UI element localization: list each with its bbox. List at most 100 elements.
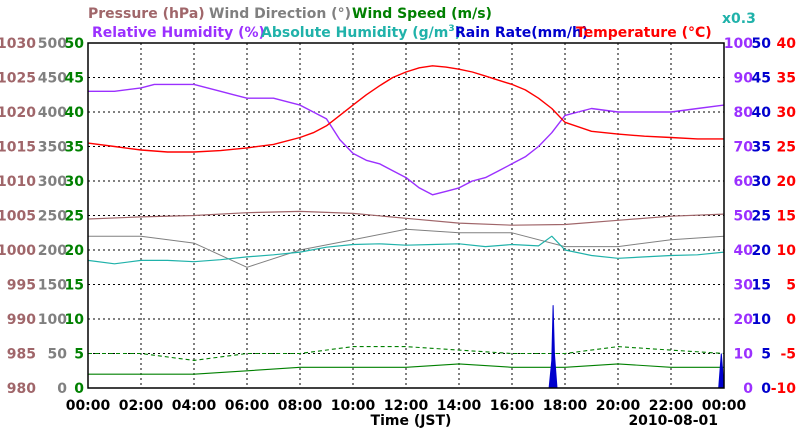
x-tick-label: 10:00 bbox=[331, 398, 376, 414]
tick-label-rain-rate: 10 bbox=[752, 312, 772, 328]
x-tick-label: 14:00 bbox=[437, 398, 482, 414]
tick-label-pressure: 985 bbox=[7, 347, 36, 363]
tick-label-pressure: 990 bbox=[7, 312, 36, 328]
tick-label-pressure: 1010 bbox=[0, 174, 36, 190]
tick-label-temperature: 5 bbox=[786, 278, 796, 294]
tick-label-temperature: -10 bbox=[771, 381, 797, 397]
legend-relative-humidity: Relative Humidity (%) bbox=[92, 25, 265, 41]
tick-label-wind-speed: 25 bbox=[65, 209, 84, 225]
tick-label-pressure: 995 bbox=[7, 278, 36, 294]
tick-label-pressure: 1025 bbox=[0, 71, 36, 87]
x-tick-label: 00:00 bbox=[702, 398, 747, 414]
tick-label-relative-humidity: 40 bbox=[734, 243, 754, 259]
series-absolute-humidity bbox=[87, 235, 725, 265]
legend-rain-scale: x0.3 bbox=[722, 11, 756, 27]
legend-absolute-humidity-end: ) bbox=[455, 25, 461, 41]
tick-label-temperature: 15 bbox=[777, 209, 796, 225]
tick-label-rain-rate: 15 bbox=[752, 278, 771, 294]
plot-grid bbox=[88, 43, 724, 388]
tick-label-relative-humidity: 90 bbox=[734, 71, 754, 87]
tick-label-wind-direction: 100 bbox=[38, 312, 67, 328]
tick-label-wind-direction: 450 bbox=[38, 71, 67, 87]
tick-label-relative-humidity: 70 bbox=[734, 140, 754, 156]
tick-label-rain-rate: 45 bbox=[752, 71, 771, 87]
tick-label-relative-humidity: 100 bbox=[724, 36, 753, 52]
tick-label-wind-speed: 35 bbox=[65, 140, 84, 156]
axis-ticks: 1030102510201015101010051000995990985980… bbox=[0, 36, 796, 414]
tick-label-relative-humidity: 50 bbox=[734, 209, 754, 225]
series-wind-speed-avg bbox=[88, 363, 724, 375]
legend-absolute-humidity-sup: 3 bbox=[448, 24, 454, 34]
legend-temperature: Temperature (°C) bbox=[576, 25, 712, 41]
tick-label-temperature: 10 bbox=[777, 243, 797, 259]
legend-pressure: Pressure (hPa) bbox=[88, 6, 205, 22]
tick-label-temperature: 35 bbox=[777, 71, 796, 87]
x-tick-label: 06:00 bbox=[225, 398, 270, 414]
tick-label-pressure: 980 bbox=[7, 381, 36, 397]
series-temperature bbox=[87, 65, 724, 153]
legend-wind-direction: Wind Direction (°) bbox=[209, 6, 351, 22]
tick-label-wind-speed: 5 bbox=[74, 347, 84, 363]
series-relative-humidity bbox=[88, 83, 725, 196]
tick-label-pressure: 1020 bbox=[0, 105, 36, 121]
tick-label-relative-humidity: 60 bbox=[734, 174, 754, 190]
legend-absolute-humidity: Absolute Humidity (g/m3) bbox=[261, 24, 461, 41]
tick-label-pressure: 1030 bbox=[0, 36, 36, 52]
legend-rain-rate: Rain Rate(mm/h) bbox=[455, 25, 588, 41]
tick-label-wind-direction: 250 bbox=[38, 209, 67, 225]
tick-label-rain-rate: 40 bbox=[752, 105, 772, 121]
tick-label-relative-humidity: 20 bbox=[734, 312, 754, 328]
tick-label-wind-direction: 400 bbox=[38, 105, 67, 121]
x-tick-label: 12:00 bbox=[384, 398, 429, 414]
tick-label-wind-speed: 40 bbox=[65, 105, 85, 121]
x-tick-label: 08:00 bbox=[278, 398, 323, 414]
tick-label-wind-direction: 350 bbox=[38, 140, 67, 156]
tick-label-wind-speed: 0 bbox=[74, 381, 84, 397]
x-tick-label: 22:00 bbox=[649, 398, 694, 414]
tick-label-temperature: 25 bbox=[777, 140, 796, 156]
tick-label-temperature: 30 bbox=[777, 105, 797, 121]
tick-label-relative-humidity: 80 bbox=[734, 105, 754, 121]
tick-label-temperature: 40 bbox=[777, 36, 797, 52]
tick-label-wind-direction: 0 bbox=[57, 381, 67, 397]
series-wind-direction-avg bbox=[88, 228, 725, 268]
tick-label-wind-direction: 50 bbox=[48, 347, 68, 363]
tick-label-wind-direction: 300 bbox=[38, 174, 67, 190]
x-tick-label: 02:00 bbox=[119, 398, 164, 414]
tick-label-rain-rate: 5 bbox=[761, 347, 771, 363]
tick-label-wind-speed: 20 bbox=[65, 243, 85, 259]
tick-label-rain-rate: 0 bbox=[761, 381, 771, 397]
legend-absolute-humidity-text: Absolute Humidity (g/m bbox=[261, 25, 448, 41]
tick-label-wind-speed: 30 bbox=[65, 174, 85, 190]
date-label: 2010-08-01 bbox=[628, 413, 718, 429]
tick-label-wind-speed: 45 bbox=[65, 71, 84, 87]
tick-label-temperature: 20 bbox=[777, 174, 797, 190]
tick-label-pressure: 1000 bbox=[0, 243, 36, 259]
series-rain-rate bbox=[88, 305, 725, 389]
plot-area bbox=[87, 65, 725, 389]
tick-label-rain-rate: 50 bbox=[752, 36, 772, 52]
plot-frame bbox=[87, 42, 725, 389]
tick-label-rain-rate: 35 bbox=[752, 140, 771, 156]
tick-label-temperature: 0 bbox=[786, 312, 796, 328]
x-tick-label: 00:00 bbox=[66, 398, 111, 414]
tick-label-relative-humidity: 30 bbox=[734, 278, 754, 294]
tick-label-rain-rate: 25 bbox=[752, 209, 771, 225]
legend-wind-speed: Wind Speed (m/s) bbox=[352, 6, 492, 22]
tick-label-wind-speed: 10 bbox=[65, 312, 85, 328]
series-wind-speed-max bbox=[88, 346, 725, 361]
tick-label-wind-direction: 500 bbox=[38, 36, 67, 52]
x-axis-label: Time (JST) bbox=[371, 413, 452, 429]
tick-label-pressure: 1015 bbox=[0, 140, 36, 156]
tick-label-wind-speed: 15 bbox=[65, 278, 84, 294]
tick-label-relative-humidity: 0 bbox=[743, 381, 753, 397]
tick-label-temperature: -5 bbox=[780, 347, 796, 363]
tick-label-relative-humidity: 10 bbox=[734, 347, 754, 363]
x-tick-label: 04:00 bbox=[172, 398, 217, 414]
tick-label-pressure: 1005 bbox=[0, 209, 36, 225]
x-tick-label: 18:00 bbox=[543, 398, 588, 414]
tick-label-rain-rate: 20 bbox=[752, 243, 772, 259]
tick-label-wind-direction: 200 bbox=[38, 243, 67, 259]
tick-label-wind-speed: 50 bbox=[65, 36, 85, 52]
